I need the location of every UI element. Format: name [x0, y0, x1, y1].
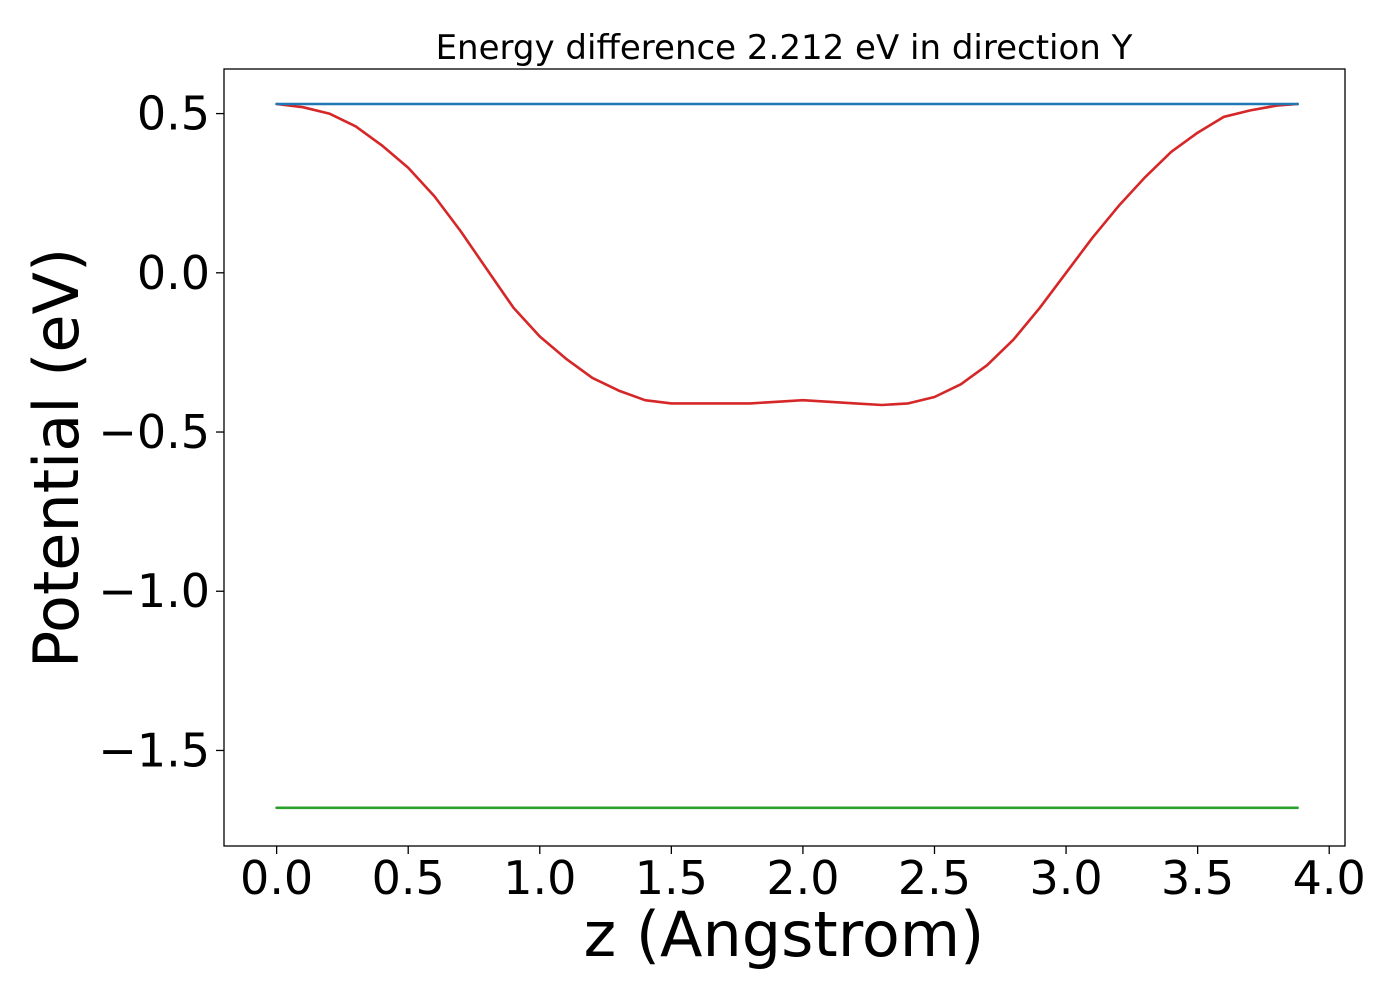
x-axis-label: z (Angstrom): [584, 898, 985, 971]
x-tick-label: 0.0: [240, 851, 313, 905]
x-tick-label: 4.0: [1293, 851, 1366, 905]
x-tick-label: 3.0: [1029, 851, 1102, 905]
chart-title: Energy difference 2.212 eV in direction …: [436, 28, 1133, 68]
y-axis-ticks: 0.5 0.0 −0.5 −1.0 −1.5: [98, 87, 224, 777]
series-line-1: [275, 102, 1299, 407]
y-tick-label: −1.0: [98, 564, 210, 618]
x-tick-label: 2.5: [898, 851, 971, 905]
x-tick-label: 1.0: [503, 851, 576, 905]
x-axis-ticks: 0.0 0.5 1.0 1.5 2.0 2.5 3.0 3.5 4.0: [240, 846, 1366, 905]
x-tick-label: 3.5: [1161, 851, 1234, 905]
plot-area: [223, 68, 1346, 847]
y-tick-label: 0.0: [137, 246, 210, 300]
x-tick-label: 1.5: [635, 851, 708, 905]
y-tick-label: 0.5: [137, 87, 210, 141]
x-tick-label: 2.0: [766, 851, 839, 905]
y-tick-label: −0.5: [98, 405, 210, 459]
series-layer: [275, 102, 1299, 810]
y-tick-label: −1.5: [98, 723, 210, 777]
axes-frame: [223, 68, 1346, 847]
y-axis-label: Potential (eV): [20, 248, 93, 668]
x-tick-label: 0.5: [372, 851, 445, 905]
